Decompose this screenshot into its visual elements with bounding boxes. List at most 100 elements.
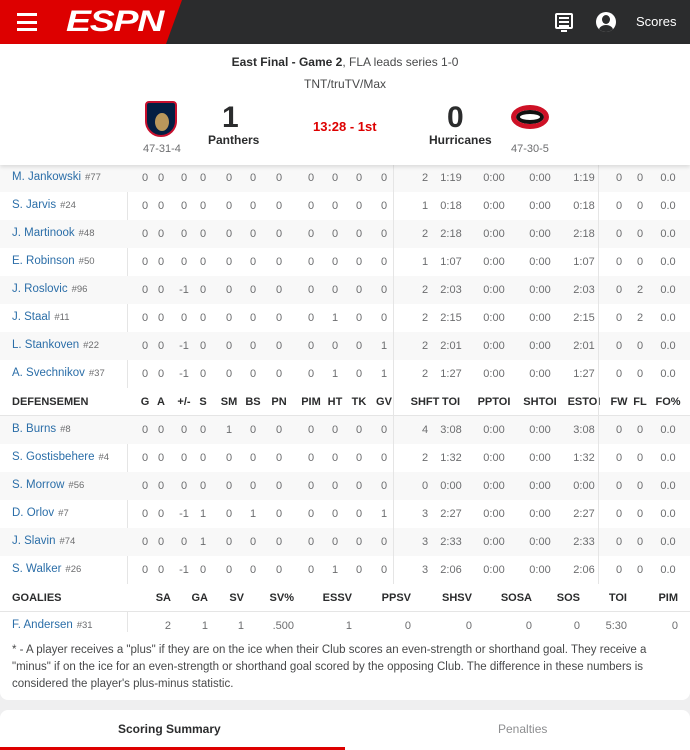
column-header[interactable]: +/- bbox=[177, 396, 191, 408]
jersey-number: #24 bbox=[60, 200, 76, 211]
column-header[interactable]: S bbox=[199, 396, 207, 408]
away-team-name[interactable]: Hurricanes bbox=[429, 133, 492, 147]
column-header[interactable]: SM bbox=[220, 396, 238, 408]
stat-cell: 1:19 bbox=[573, 172, 595, 184]
series-title: East Final - Game 2 bbox=[231, 55, 343, 69]
home-team-name[interactable]: Panthers bbox=[208, 133, 260, 147]
column-header[interactable]: ESTOI bbox=[567, 396, 601, 408]
player-name-link[interactable]: B. Burns #8 bbox=[12, 423, 71, 435]
player-name-link[interactable]: L. Stankoven #22 bbox=[12, 339, 99, 351]
stat-cell: 2 bbox=[421, 340, 429, 352]
player-name-link[interactable]: J. Roslovic #96 bbox=[12, 283, 88, 295]
stat-cell: 0 bbox=[180, 200, 188, 212]
hurricanes-logo[interactable] bbox=[511, 105, 549, 129]
stat-cell: 0 bbox=[225, 508, 233, 520]
column-header[interactable]: SOSA bbox=[500, 592, 532, 604]
column-header[interactable]: PIM bbox=[658, 592, 678, 604]
scoreboard-list-icon[interactable] bbox=[555, 13, 573, 32]
stat-cell: 2:03 bbox=[440, 284, 462, 296]
stat-cell: 0 bbox=[615, 536, 623, 548]
stat-cell: 0 bbox=[249, 284, 257, 296]
column-header[interactable]: SHFT bbox=[410, 396, 440, 408]
stat-cell: 0:00 bbox=[483, 172, 505, 184]
game-scoreboard: East Final - Game 2, FLA leads series 1-… bbox=[0, 44, 690, 165]
espn-logo[interactable]: ESPN bbox=[66, 5, 164, 38]
stat-cell: 0 bbox=[380, 172, 388, 184]
stat-cell: 0 bbox=[331, 508, 339, 520]
column-header[interactable]: HT bbox=[327, 396, 343, 408]
column-header[interactable]: PIM bbox=[301, 396, 321, 408]
player-name-link[interactable]: E. Robinson #50 bbox=[12, 255, 95, 267]
column-header[interactable]: G bbox=[140, 396, 150, 408]
column-header[interactable]: FO% bbox=[655, 396, 681, 408]
column-header[interactable]: SV% bbox=[269, 592, 294, 604]
stat-cell: -1 bbox=[179, 340, 189, 352]
player-name-link[interactable]: S. Jarvis #24 bbox=[12, 199, 76, 211]
tab-scoring-summary[interactable]: Scoring Summary bbox=[118, 722, 221, 736]
stat-cell: 2 bbox=[421, 172, 429, 184]
user-profile-icon[interactable] bbox=[596, 12, 616, 32]
stat-cell: 0.0 bbox=[660, 284, 676, 296]
table-row: D. Orlov #7 0 0 -1 1 0 1 0 0 0 0 1 3 2:27 0:00 0:00 2:27 0… bbox=[0, 500, 690, 528]
column-header[interactable]: PPTOI bbox=[477, 396, 511, 408]
column-header[interactable]: GA bbox=[191, 592, 209, 604]
player-name-link[interactable]: J. Staal #11 bbox=[12, 311, 70, 323]
player-name-link[interactable]: J. Martinook #48 bbox=[12, 227, 95, 239]
stat-cell: 0 bbox=[615, 256, 623, 268]
stat-cell: 0:18 bbox=[440, 200, 462, 212]
stat-cell: 0 bbox=[225, 480, 233, 492]
stat-cell: 2 bbox=[421, 228, 429, 240]
stat-cell: 0.0 bbox=[660, 312, 676, 324]
column-header[interactable]: TOI bbox=[441, 396, 461, 408]
column-header[interactable]: TOI bbox=[608, 592, 627, 604]
column-header[interactable]: SOS bbox=[556, 592, 580, 604]
stat-cell: 0 bbox=[615, 312, 623, 324]
player-name-link[interactable]: S. Morrow #56 bbox=[12, 479, 85, 491]
column-header[interactable]: SHSV bbox=[442, 592, 472, 604]
stat-cell: 0 bbox=[249, 452, 257, 464]
column-header[interactable]: FL bbox=[633, 396, 647, 408]
column-header[interactable]: SHTOI bbox=[523, 396, 557, 408]
stat-cell: 2:27 bbox=[573, 508, 595, 520]
stat-cell: 0 bbox=[275, 368, 283, 380]
stat-cell: 1 bbox=[331, 564, 339, 576]
column-header[interactable]: PPSV bbox=[381, 592, 411, 604]
player-name-link[interactable]: F. Andersen #31 bbox=[12, 619, 93, 631]
menu-icon[interactable] bbox=[17, 13, 37, 31]
stat-cell: 0 bbox=[249, 480, 257, 492]
table-row: J. Roslovic #96 0 0 -1 0 0 0 0 0 0 0 0 2 2:03 0:00 0:00 2… bbox=[0, 276, 690, 304]
stat-cell: 0 bbox=[355, 368, 363, 380]
tab-penalties[interactable]: Penalties bbox=[498, 722, 548, 736]
column-header[interactable]: TK bbox=[351, 396, 367, 408]
player-name-link[interactable]: A. Svechnikov #37 bbox=[12, 367, 105, 379]
column-header[interactable]: ESSV bbox=[322, 592, 352, 604]
column-header[interactable]: A bbox=[157, 396, 165, 408]
column-header[interactable]: PN bbox=[271, 396, 287, 408]
column-header[interactable]: SV bbox=[229, 592, 244, 604]
player-name-link[interactable]: J. Slavin #74 bbox=[12, 535, 76, 547]
jersey-number: #22 bbox=[83, 340, 99, 351]
stat-cell: 0 bbox=[636, 424, 644, 436]
stat-cell: 1:07 bbox=[440, 256, 462, 268]
player-name-link[interactable]: D. Orlov #7 bbox=[12, 507, 69, 519]
player-name-link[interactable]: S. Gostisbehere #4 bbox=[12, 451, 110, 463]
column-header[interactable]: GV bbox=[376, 396, 392, 408]
player-name-link[interactable]: S. Walker #26 bbox=[12, 563, 82, 575]
column-header[interactable]: SA bbox=[155, 592, 171, 604]
table-row: B. Burns #8 0 0 0 0 1 0 0 0 0 0 0 4 3:08 0:00 0:00 3:08 0 0… bbox=[0, 416, 690, 444]
scores-link[interactable]: Scores bbox=[636, 14, 677, 29]
stat-cell: 0 bbox=[225, 284, 233, 296]
stat-cell: 0.0 bbox=[660, 452, 676, 464]
column-header[interactable]: BS bbox=[245, 396, 261, 408]
defensemen-section-label: DEFENSEMEN bbox=[12, 396, 89, 408]
stat-cell: 0:00 bbox=[483, 256, 505, 268]
panthers-logo[interactable] bbox=[145, 101, 177, 137]
stat-cell: 2 bbox=[421, 368, 429, 380]
stat-cell: 0 bbox=[331, 228, 339, 240]
stat-cell: 0 bbox=[141, 172, 149, 184]
column-header[interactable]: FW bbox=[610, 396, 628, 408]
stat-cell: 0 bbox=[355, 508, 363, 520]
stat-cell: 0:00 bbox=[529, 452, 551, 464]
player-name-link[interactable]: M. Jankowski #77 bbox=[12, 171, 101, 183]
stat-cell: 0 bbox=[157, 480, 165, 492]
